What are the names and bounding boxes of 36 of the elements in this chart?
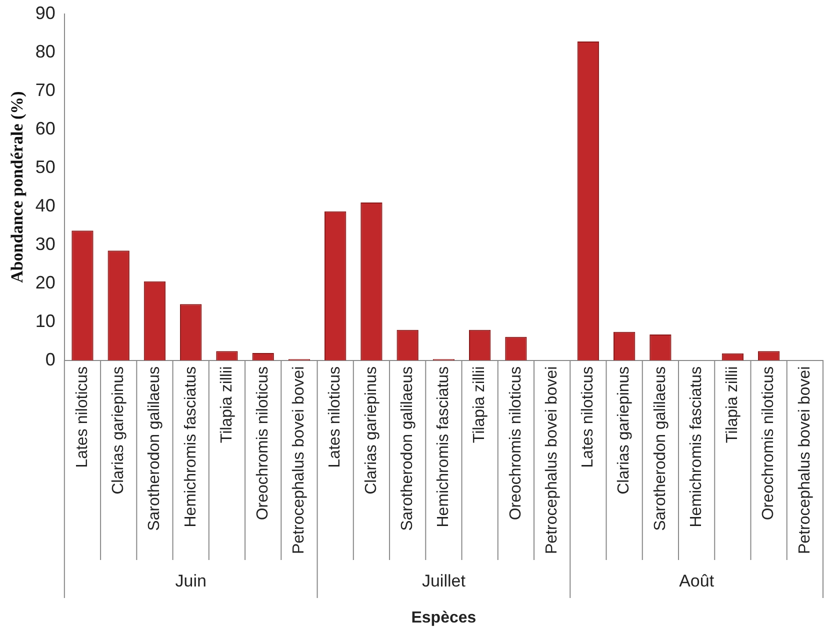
y-tick-label: 70	[35, 80, 56, 100]
x-tick-label: Oreochromis niloticus	[760, 366, 778, 520]
x-tick-label: Tilapia zillii	[218, 366, 236, 444]
x-tick-label: Lates niloticus	[74, 366, 91, 468]
x-tick-label: Tilapia zillii	[471, 366, 488, 444]
x-tick-label: Hemichromis fasciatus	[435, 366, 452, 528]
y-tick-label: 80	[35, 41, 56, 62]
text: Juin	[175, 572, 206, 591]
y-tick-label: 0	[45, 349, 56, 370]
x-tick-label: Oreochromis niloticus	[507, 366, 524, 520]
x-tick-label: Lates niloticus	[326, 366, 344, 468]
x-tick-label: Hemichromis fasciatus	[688, 366, 705, 528]
x-tick-label: Sarotherodon galilaeus	[146, 366, 164, 531]
text: Juillet	[422, 572, 466, 591]
x-tick-label: Clarias gariepinus	[110, 366, 128, 494]
y-axis-title: Abondance pondérale (%)	[8, 91, 27, 283]
y-tick-label: 90	[35, 2, 56, 23]
y-tick-label: 30	[35, 234, 56, 254]
x-tick-label: Tilapia zillii	[724, 366, 742, 444]
x-tick-label: Clarias gariepinus	[616, 366, 633, 494]
y-tick-label: 50	[35, 156, 56, 177]
x-tick-label: Hemichromis fasciatus	[182, 366, 200, 528]
x-tick-label: Sarotherodon galilaeus	[398, 366, 416, 531]
x-tick-label: Petrocephalus bovei bovei	[796, 366, 814, 554]
y-tick-label: 40	[35, 195, 56, 216]
x-tick-label: Sarotherodon galilaeus	[652, 366, 669, 531]
x-tick-label: Petrocephalus bovei bovei	[290, 366, 308, 554]
x-tick-label: Oreochromis niloticus	[254, 366, 272, 520]
y-tick-label: 20	[35, 272, 56, 292]
y-tick-label: 60	[35, 118, 56, 138]
x-tick-label: Petrocephalus bovei bovei	[543, 366, 560, 554]
x-tick-label: Clarias gariepinus	[362, 366, 380, 494]
x-axis-title: Espèces	[411, 609, 476, 626]
x-tick-label: Lates niloticus	[580, 366, 597, 468]
text: Août	[679, 572, 714, 591]
y-tick-label: 10	[35, 310, 56, 331]
